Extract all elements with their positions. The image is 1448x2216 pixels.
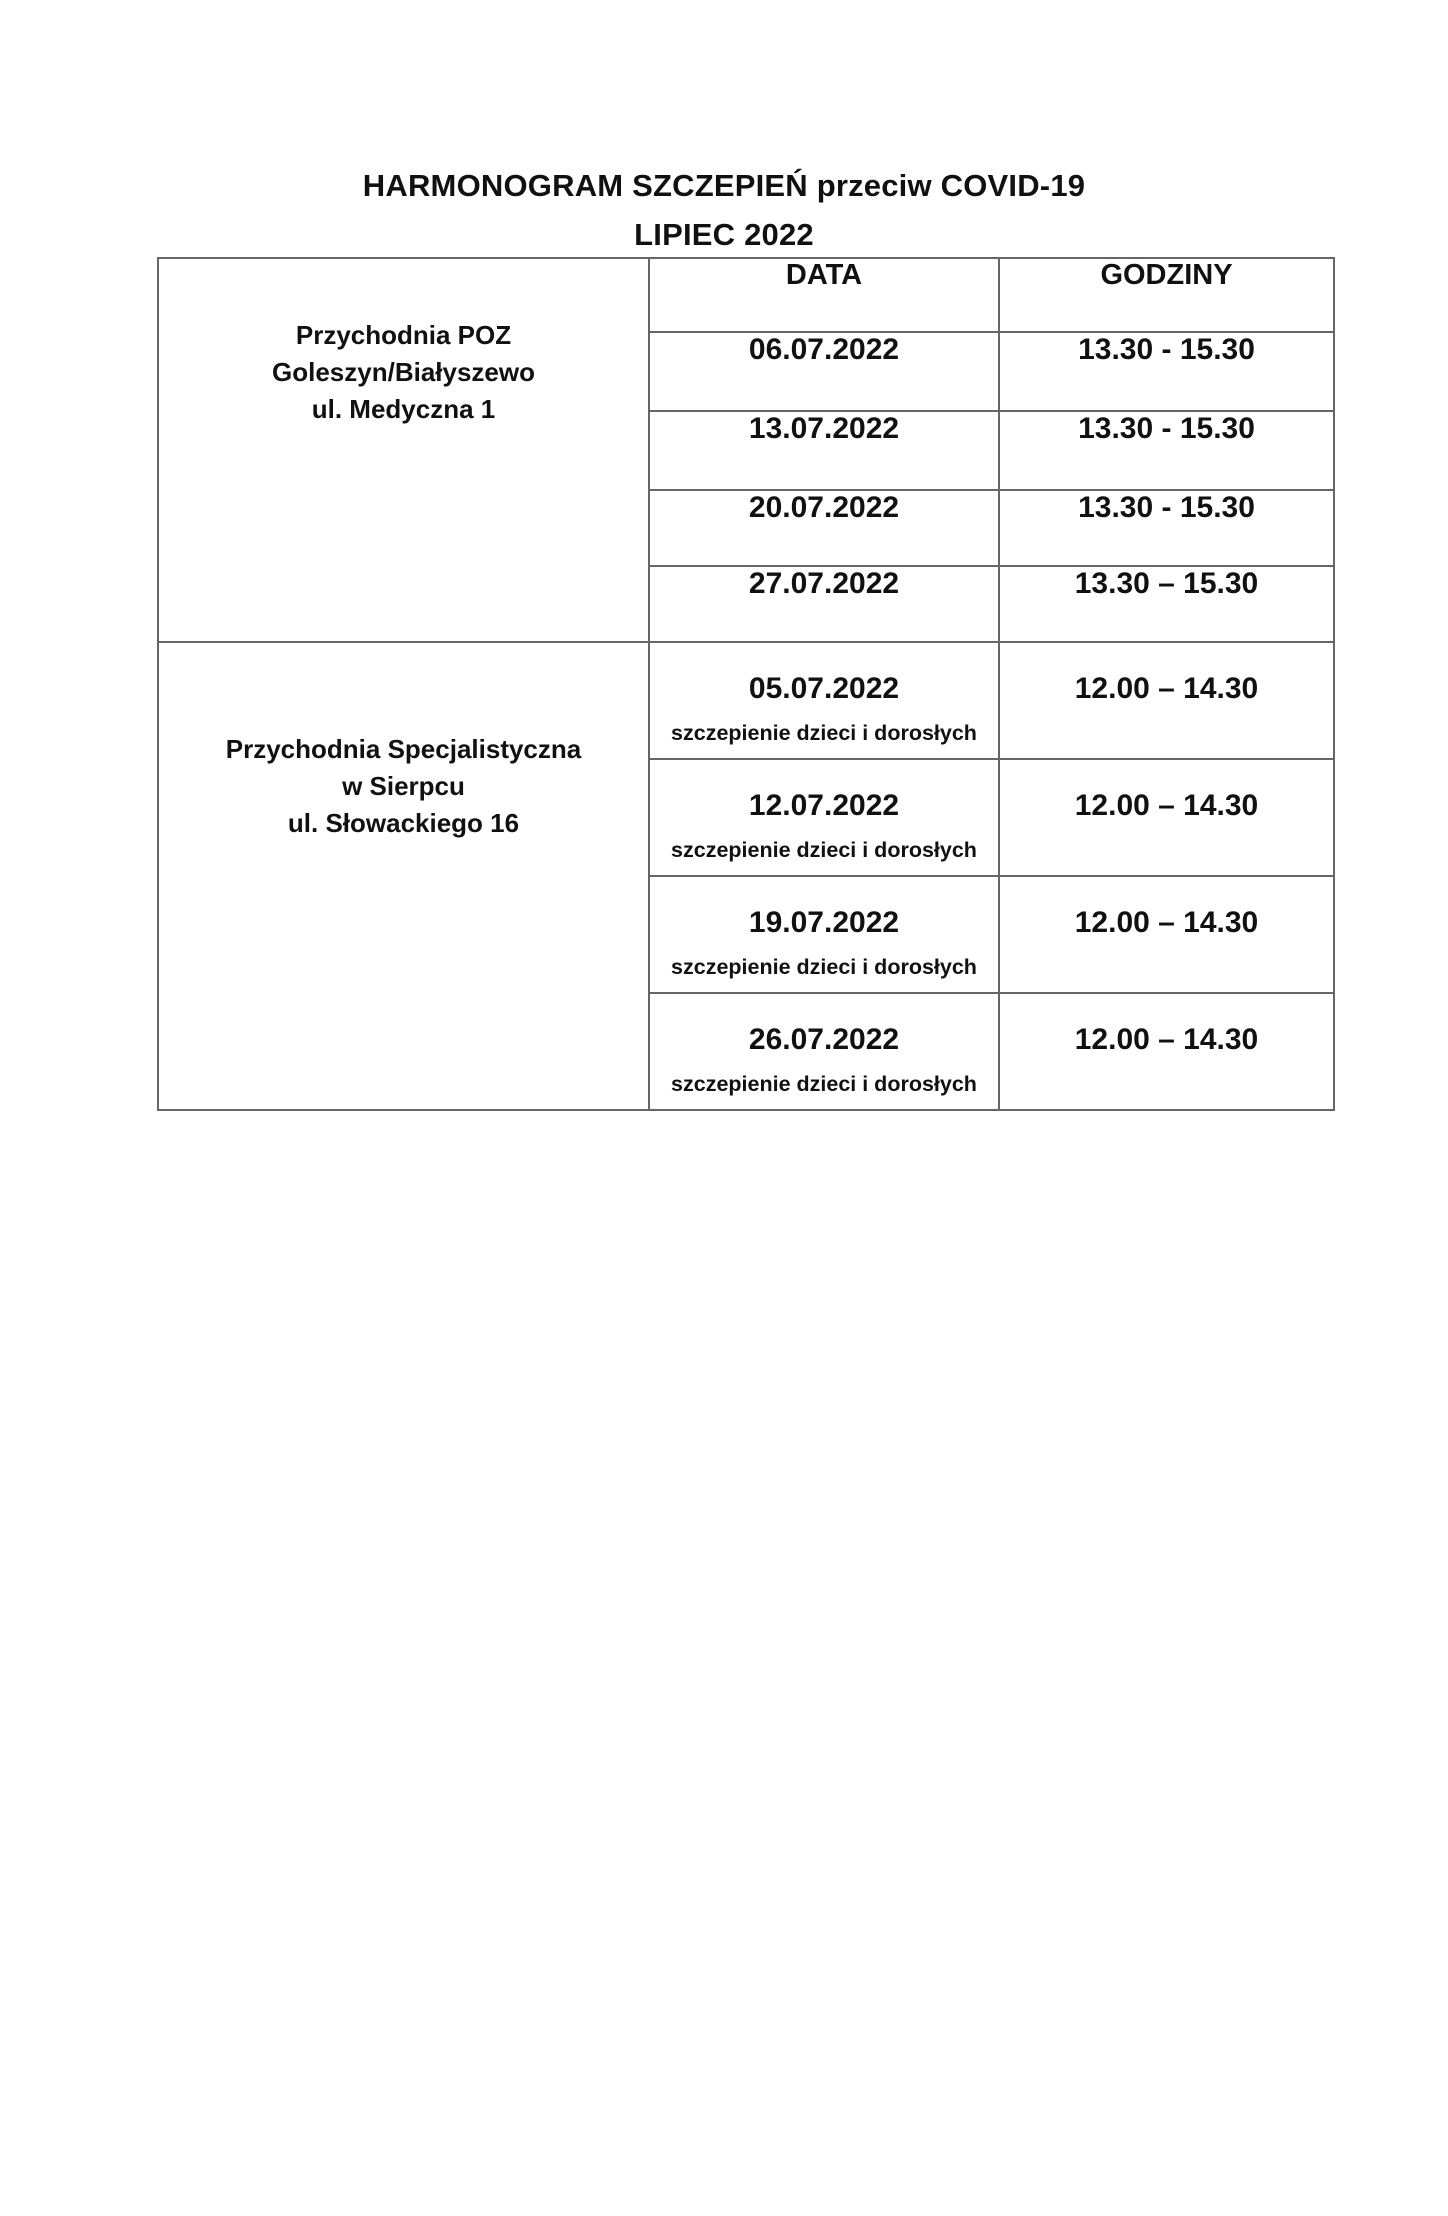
date-cell: 13.07.2022 (648, 410, 1000, 491)
document-page: { "page": { "title": "HARMONOGRAM SZCZEP… (0, 168, 1448, 2216)
time-cell: 12.00 – 14.30 (998, 641, 1335, 760)
vaccination-note: szczepienie dzieci i dorosłych (671, 838, 977, 862)
location-line: w Sierpcu (342, 771, 465, 801)
time-cell: 12.00 – 14.30 (998, 875, 1335, 994)
table-row: 12.07.2022 szczepienie dzieci i dorosłyc… (158, 758, 1335, 877)
vaccination-schedule-table: Przychodnia POZ Goleszyn/Białyszewo ul. … (157, 257, 1335, 1111)
location-cell-poz: Przychodnia POZ Goleszyn/Białyszewo ul. … (157, 257, 650, 643)
time-value: 12.00 – 14.30 (1074, 906, 1259, 939)
table-row: 27.07.2022 13.30 – 15.30 (158, 565, 1335, 643)
time-value: 12.00 – 14.30 (1074, 1023, 1259, 1056)
location-cell-specjalistyczna: Przychodnia Specjalistyczna w Sierpcu ul… (157, 641, 650, 1111)
location-line: ul. Słowackiego 16 (287, 808, 520, 838)
table-header-row: Przychodnia POZ Goleszyn/Białyszewo ul. … (157, 257, 1335, 643)
page-subtitle: LIPIEC 2022 (634, 217, 814, 252)
location-line: ul. Medyczna 1 (311, 394, 496, 424)
time-cell: 13.30 - 15.30 (998, 410, 1335, 491)
date-value: 05.07.2022 (748, 672, 900, 705)
vaccination-note: szczepienie dzieci i dorosłych (671, 1072, 977, 1096)
time-value: 12.00 – 14.30 (1074, 789, 1259, 822)
vaccination-note: szczepienie dzieci i dorosłych (671, 955, 977, 979)
date-value: 19.07.2022 (748, 906, 900, 939)
date-value: 26.07.2022 (748, 1023, 900, 1056)
time-cell: 13.30 - 15.30 (998, 489, 1335, 567)
table-row: 26.07.2022 szczepienie dzieci i dorosłyc… (158, 992, 1335, 1111)
table-row: 20.07.2022 13.30 - 15.30 (158, 489, 1335, 567)
date-cell: 27.07.2022 (648, 565, 1000, 643)
date-cell: 19.07.2022 szczepienie dzieci i dorosłyc… (648, 875, 1000, 994)
date-cell: 06.07.2022 (648, 331, 1000, 412)
vaccination-note: szczepienie dzieci i dorosłych (671, 721, 977, 745)
time-cell: 12.00 – 14.30 (998, 758, 1335, 877)
table-row: Przychodnia Specjalistyczna w Sierpcu ul… (157, 641, 1335, 1111)
date-cell: 20.07.2022 (648, 489, 1000, 567)
date-value: 12.07.2022 (748, 789, 900, 822)
time-cell: 13.30 - 15.30 (998, 331, 1335, 412)
location-line: Przychodnia POZ (295, 320, 512, 350)
table-row: 19.07.2022 szczepienie dzieci i dorosłyc… (158, 875, 1335, 994)
time-cell: 13.30 – 15.30 (998, 565, 1335, 643)
location-line: Przychodnia Specjalistyczna (225, 734, 582, 764)
date-cell: 26.07.2022 szczepienie dzieci i dorosłyc… (648, 992, 1000, 1111)
page-title: HARMONOGRAM SZCZEPIEŃ przeciw COVID-19 (362, 168, 1086, 203)
column-header-godziny: GODZINY (998, 257, 1335, 333)
location-line: Goleszyn/Białyszewo (272, 357, 535, 387)
table-row: 13.07.2022 13.30 - 15.30 (158, 410, 1335, 491)
column-header-data: DATA (648, 257, 1000, 333)
date-cell: 12.07.2022 szczepienie dzieci i dorosłyc… (648, 758, 1000, 877)
date-cell: 05.07.2022 szczepienie dzieci i dorosłyc… (648, 641, 1000, 760)
time-value: 12.00 – 14.30 (1074, 672, 1259, 705)
table-row: 06.07.2022 13.30 - 15.30 (158, 331, 1335, 412)
time-cell: 12.00 – 14.30 (998, 992, 1335, 1111)
